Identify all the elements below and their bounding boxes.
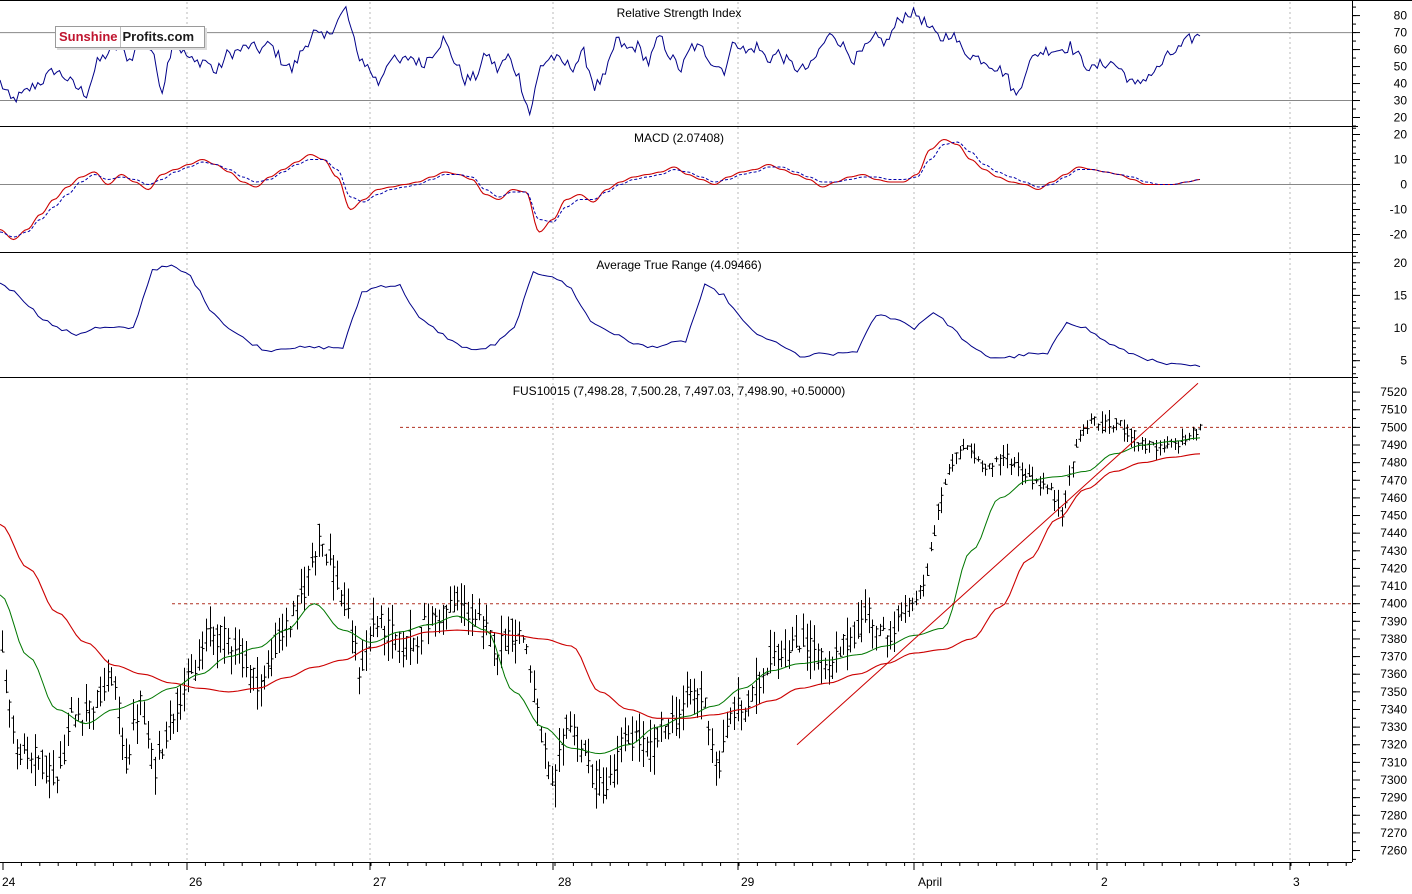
y-tick-label: 15 xyxy=(1394,288,1408,302)
atr-panel xyxy=(0,264,1201,368)
x-tick-label: 24 xyxy=(2,875,16,889)
y-tick-label: 7510 xyxy=(1380,403,1407,417)
y-tick-label: 50 xyxy=(1394,60,1408,74)
x-tick-label: 26 xyxy=(189,875,203,889)
x-tick-label: 28 xyxy=(558,875,572,889)
y-tick-label: 7300 xyxy=(1380,773,1407,787)
y-tick-label: 7500 xyxy=(1380,420,1407,434)
y-tick-label: 20 xyxy=(1394,256,1408,270)
y-tick-label: 7350 xyxy=(1380,685,1407,699)
y-tick-label: 7470 xyxy=(1380,473,1407,487)
y-tick-label: 7330 xyxy=(1380,720,1407,734)
panel-frames xyxy=(0,0,1412,863)
macd-title: MACD (2.07408) xyxy=(634,131,724,145)
atr-line xyxy=(0,264,1201,368)
y-tick-label: 30 xyxy=(1394,94,1408,108)
chart-grid xyxy=(186,2,1291,862)
y-tick-label: 20 xyxy=(1394,128,1408,142)
price-panel xyxy=(0,382,1352,809)
price-title: FUS10015 (7,498.28, 7,500.28, 7,497.03, … xyxy=(513,384,846,398)
y-tick-label: 7460 xyxy=(1380,491,1407,505)
rsi-title: Relative Strength Index xyxy=(617,6,742,20)
sunshine-profits-logo: Sunshine Profits.com xyxy=(55,26,206,48)
y-tick-label: 7290 xyxy=(1380,791,1407,805)
trend-line xyxy=(796,382,1199,746)
y-tick-label: 7400 xyxy=(1380,597,1407,611)
y-tick-label: 7260 xyxy=(1380,844,1407,858)
x-tick-label: 27 xyxy=(373,875,387,889)
y-tick-label: 40 xyxy=(1394,77,1408,91)
rsi-line xyxy=(0,5,1201,117)
macd-panel xyxy=(0,138,1352,241)
y-tick-label: 70 xyxy=(1394,26,1408,40)
x-tick-label: 2 xyxy=(1101,875,1108,889)
y-tick-label: 7370 xyxy=(1380,650,1407,664)
y-tick-label: 80 xyxy=(1394,9,1408,23)
y-tick-label: 0 xyxy=(1400,178,1407,192)
y-tick-label: 7440 xyxy=(1380,526,1407,540)
y-tick-label: 20 xyxy=(1394,111,1408,125)
logo-part-1: Sunshine xyxy=(56,27,120,47)
y-tick-label: 60 xyxy=(1394,43,1408,57)
x-tick-label: 3 xyxy=(1293,875,1300,889)
y-axis: 20 30 40 50 60 70 80 -20 -10 0 10 20 5 10 15 20 7260 7270… xyxy=(1352,6,1408,860)
y-tick-label: 7280 xyxy=(1380,808,1407,822)
y-tick-label: 7310 xyxy=(1380,755,1407,769)
y-tick-label: 7320 xyxy=(1380,738,1407,752)
y-tick-label: 10 xyxy=(1394,321,1408,335)
y-tick-label: 7410 xyxy=(1380,579,1407,593)
y-tick-label: 7390 xyxy=(1380,614,1407,628)
y-tick-label: 7520 xyxy=(1380,385,1407,399)
y-tick-label: 7340 xyxy=(1380,702,1407,716)
y-tick-label: 7430 xyxy=(1380,544,1407,558)
rsi-panel xyxy=(0,5,1352,117)
x-axis: 24 26 27 28 29 April 2 3 xyxy=(2,862,1347,889)
atr-title: Average True Range (4.09466) xyxy=(596,258,761,272)
y-tick-label: 7380 xyxy=(1380,632,1407,646)
y-tick-label: 7480 xyxy=(1380,456,1407,470)
y-tick-label: 5 xyxy=(1400,354,1407,368)
y-tick-label: 10 xyxy=(1394,153,1408,167)
price-bars xyxy=(0,410,1203,809)
y-tick-label: 7490 xyxy=(1380,438,1407,452)
x-tick-label: April xyxy=(918,875,942,889)
y-tick-label: 7360 xyxy=(1380,667,1407,681)
y-tick-label: -20 xyxy=(1390,228,1408,242)
x-tick-label: 29 xyxy=(741,875,755,889)
y-tick-label: 7450 xyxy=(1380,509,1407,523)
y-tick-label: -10 xyxy=(1390,203,1408,217)
macd-line xyxy=(0,138,1201,241)
macd-signal-line xyxy=(0,141,1201,238)
logo-part-2: Profits.com xyxy=(119,27,205,47)
y-tick-label: 7270 xyxy=(1380,826,1407,840)
moving-average-short xyxy=(0,437,1201,755)
moving-average-long xyxy=(0,453,1201,719)
y-tick-label: 7420 xyxy=(1380,561,1407,575)
